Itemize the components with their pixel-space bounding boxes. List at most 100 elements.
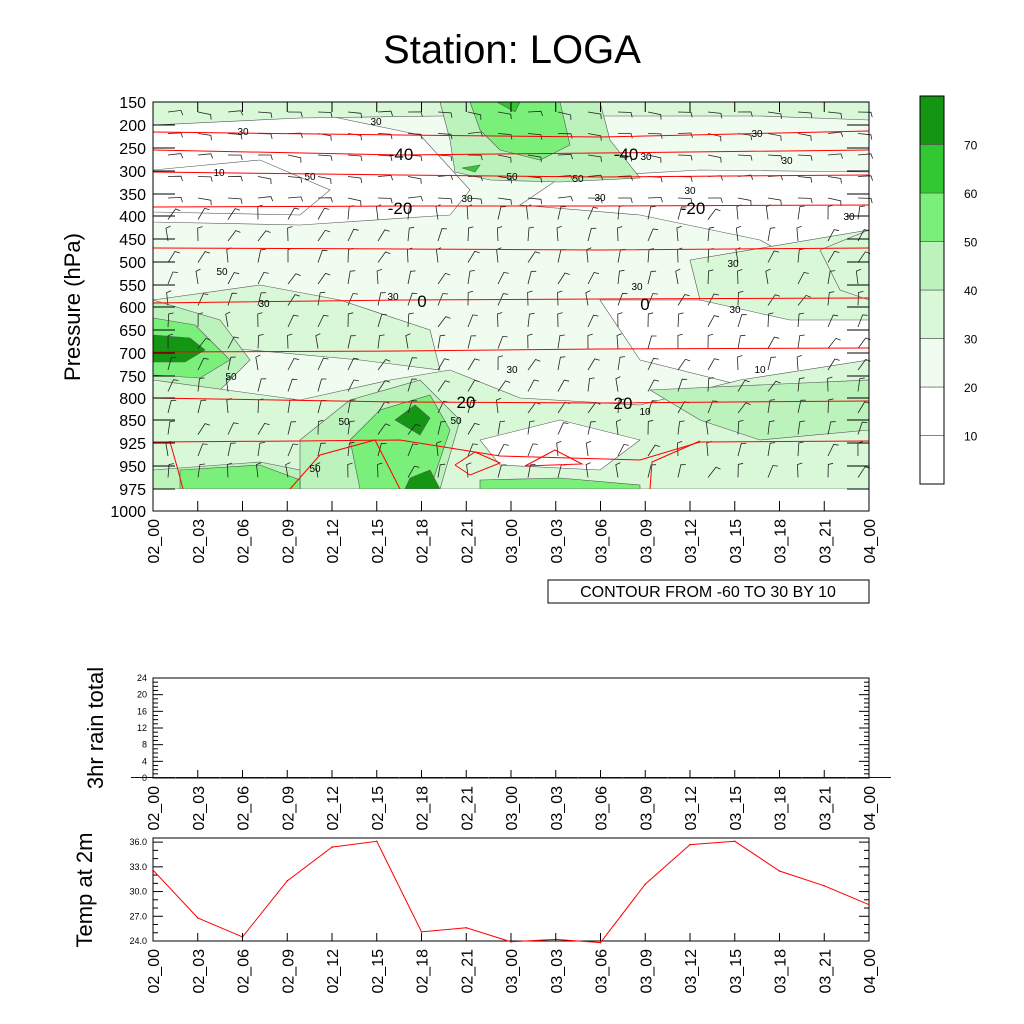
wind-barb bbox=[617, 226, 623, 242]
wind-barb bbox=[647, 197, 663, 203]
wind-barb bbox=[527, 110, 543, 117]
wind-barb bbox=[615, 376, 621, 392]
wind-barb bbox=[437, 272, 451, 285]
wind-barb bbox=[676, 225, 682, 242]
speed-fill-region bbox=[179, 464, 301, 490]
wind-barb bbox=[287, 154, 302, 163]
info-label-box bbox=[547, 579, 870, 604]
speed-contour-label: 10 bbox=[754, 365, 766, 376]
wind-barb bbox=[527, 443, 538, 457]
wind-barb bbox=[467, 422, 480, 435]
temp-x-tick-label: 02_21 bbox=[459, 949, 476, 994]
temp-data-point bbox=[644, 883, 647, 885]
wind-barb bbox=[347, 293, 359, 306]
wind-barb bbox=[407, 423, 421, 435]
rain-x-tick-label: 02_00 bbox=[146, 786, 163, 831]
temp-data-point bbox=[196, 917, 199, 919]
wind-barb bbox=[407, 292, 418, 306]
temperature-contour bbox=[289, 439, 401, 490]
wind-barb bbox=[197, 251, 211, 263]
wind-barb bbox=[167, 333, 174, 349]
temp-x-tick-label: 03_18 bbox=[773, 949, 790, 994]
wind-barb bbox=[227, 154, 243, 161]
wind-barb bbox=[257, 271, 269, 285]
wind-barb bbox=[677, 333, 683, 349]
temperature-contour-label: -40 bbox=[389, 145, 414, 164]
wind-barb bbox=[767, 442, 776, 457]
wind-barb bbox=[197, 463, 205, 478]
wind-barb bbox=[257, 312, 263, 328]
wind-barb bbox=[767, 356, 777, 371]
temperature-contour-label: 0 bbox=[640, 295, 649, 314]
wind-barb bbox=[587, 314, 599, 328]
temperature-contour bbox=[152, 171, 870, 178]
wind-barb bbox=[255, 354, 261, 371]
rain-panel: 0481216202402_0002_0302_0602_0902_1202_1… bbox=[83, 667, 891, 831]
wind-barb bbox=[647, 312, 654, 328]
wind-barb bbox=[377, 380, 390, 392]
wind-barb bbox=[287, 176, 303, 183]
wind-barb bbox=[647, 228, 659, 242]
wind-barb bbox=[796, 355, 802, 371]
wind-barb bbox=[227, 230, 241, 242]
wind-barb bbox=[317, 249, 328, 263]
speed-contour-label: 30 bbox=[594, 193, 606, 204]
wind-barb bbox=[827, 291, 835, 306]
wind-barb bbox=[615, 462, 621, 478]
wind-barb bbox=[527, 154, 542, 163]
wind-barb bbox=[287, 196, 304, 202]
wind-barb bbox=[737, 443, 747, 457]
wind-barb bbox=[857, 111, 873, 118]
x-tick-label: 03_15 bbox=[728, 519, 745, 564]
wind-barb bbox=[557, 356, 566, 371]
wind-barb bbox=[497, 293, 509, 306]
wind-barb bbox=[317, 314, 329, 328]
wind-barb bbox=[527, 333, 533, 349]
wind-barb bbox=[167, 196, 183, 203]
wind-barb bbox=[737, 402, 751, 414]
wind-barb bbox=[377, 462, 383, 478]
wind-barb bbox=[167, 357, 177, 371]
wind-barb bbox=[737, 197, 752, 206]
wind-barb bbox=[827, 421, 836, 435]
wind-barb bbox=[527, 290, 533, 306]
wind-barb bbox=[347, 154, 363, 161]
wind-barb bbox=[437, 316, 451, 328]
wind-barb bbox=[617, 398, 625, 414]
temp-data-point bbox=[465, 927, 468, 929]
wind-barb bbox=[497, 154, 512, 163]
temperature-contour bbox=[152, 347, 870, 353]
colorbar-box bbox=[919, 386, 945, 436]
wind-barb bbox=[497, 464, 507, 478]
wind-barb bbox=[437, 111, 453, 118]
wind-barb bbox=[467, 379, 480, 392]
wind-barb bbox=[287, 443, 299, 457]
wind-barb bbox=[587, 272, 600, 285]
wind-barb bbox=[557, 206, 566, 220]
wind-barb bbox=[587, 377, 595, 392]
speed-contour-label: 30 bbox=[843, 212, 855, 223]
colorbar-box bbox=[919, 241, 945, 291]
wind-barb bbox=[707, 154, 722, 163]
x-tick-label: 02_00 bbox=[146, 519, 163, 564]
wind-barb bbox=[227, 442, 236, 457]
wind-barb bbox=[377, 314, 387, 328]
wind-barb bbox=[377, 334, 385, 349]
wind-barb bbox=[707, 315, 720, 328]
x-tick-label: 02_03 bbox=[191, 519, 208, 564]
wind-barb bbox=[257, 422, 270, 435]
y-tick-label: 1000 bbox=[110, 504, 146, 521]
wind-barb bbox=[797, 154, 813, 161]
y-tick-label: 950 bbox=[119, 459, 146, 476]
temp-y-tick-label: 36.0 bbox=[129, 837, 147, 847]
speed-contour-label: 50 bbox=[225, 372, 237, 383]
wind-barb bbox=[347, 270, 356, 285]
wind-barb bbox=[257, 442, 265, 457]
wind-barb bbox=[376, 269, 382, 285]
x-tick-label: 03_09 bbox=[638, 519, 655, 564]
wind-barb bbox=[287, 111, 303, 118]
wind-barb bbox=[197, 377, 205, 392]
wind-barb bbox=[587, 197, 603, 204]
speed-contour-label: 30 bbox=[506, 365, 518, 376]
